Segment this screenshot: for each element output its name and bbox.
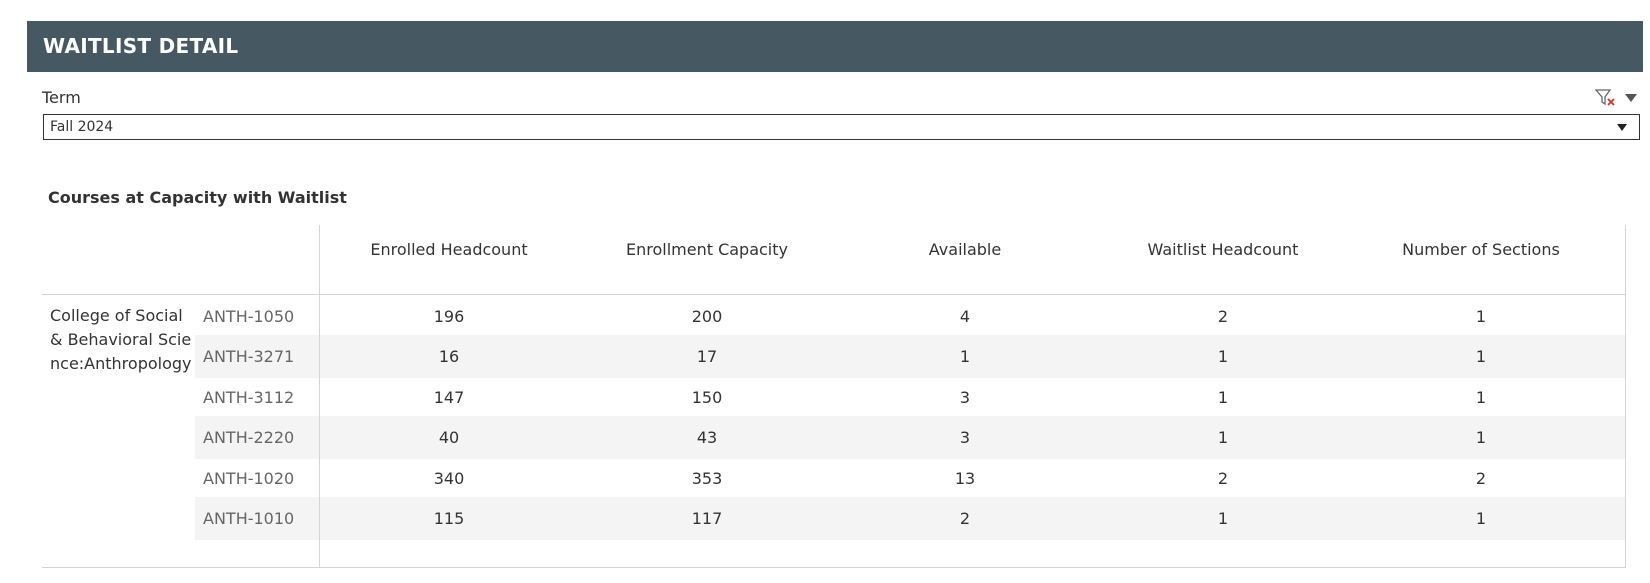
cell-capacity: 43 (696, 428, 718, 447)
term-selected-value: Fall 2024 (50, 119, 114, 135)
col-header-waitlist: Waitlist Headcount (1147, 240, 1299, 259)
cell-available: 1 (959, 347, 971, 366)
college-label: College of Social & Behavioral Science:A… (50, 306, 192, 373)
table-title: Courses at Capacity with Waitlist (48, 188, 347, 207)
filter-tools (1594, 88, 1643, 108)
term-filter-label: Term (42, 88, 81, 107)
row-stripe (195, 416, 1625, 459)
cell-waitlist: 1 (1217, 388, 1229, 407)
row-stripe (195, 335, 1625, 378)
cell-capacity: 117 (691, 509, 723, 528)
clear-filter-icon[interactable] (1594, 88, 1617, 108)
cell-sections: 1 (1475, 428, 1487, 447)
cell-capacity: 150 (691, 388, 723, 407)
divider (42, 294, 1626, 295)
cell-enrolled: 16 (438, 347, 460, 366)
cell-capacity: 200 (691, 307, 723, 326)
cell-enrolled: 340 (433, 469, 465, 488)
col-header-capacity: Enrollment Capacity (625, 240, 788, 259)
term-dropdown[interactable]: Fall 2024 (43, 114, 1640, 140)
dashboard-header: WAITLIST DETAIL (27, 21, 1643, 72)
cell-sections: 1 (1475, 347, 1487, 366)
cell-enrolled: 115 (433, 509, 465, 528)
cell-enrolled: 40 (438, 428, 460, 447)
chevron-down-icon (1617, 124, 1627, 131)
course-code: ANTH-2220 (203, 428, 295, 447)
col-header-sections: Number of Sections (1402, 240, 1560, 259)
cell-waitlist: 1 (1217, 347, 1229, 366)
filter-menu-caret-icon[interactable] (1625, 94, 1637, 102)
cell-available: 13 (954, 469, 976, 488)
waitlist-table: Enrolled Headcount Enrollment Capacity A… (42, 225, 1626, 568)
cell-waitlist: 2 (1217, 469, 1229, 488)
cell-available: 3 (959, 388, 971, 407)
cell-waitlist: 2 (1217, 307, 1229, 326)
course-code: ANTH-1020 (203, 469, 295, 488)
cell-enrolled: 147 (433, 388, 465, 407)
divider (1625, 225, 1626, 568)
cell-available: 4 (959, 307, 971, 326)
col-header-enrolled: Enrolled Headcount (370, 240, 528, 259)
cell-capacity: 353 (691, 469, 723, 488)
course-code: ANTH-1010 (203, 509, 295, 528)
cell-waitlist: 1 (1217, 509, 1229, 528)
page-title: WAITLIST DETAIL (43, 34, 239, 58)
col-header-available: Available (928, 240, 1002, 259)
cell-available: 3 (959, 428, 971, 447)
divider (319, 225, 320, 568)
divider (42, 567, 1626, 568)
cell-sections: 1 (1475, 307, 1487, 326)
cell-waitlist: 1 (1217, 428, 1229, 447)
cell-enrolled: 196 (433, 307, 465, 326)
course-code: ANTH-3271 (203, 347, 295, 366)
course-code: ANTH-3112 (203, 388, 295, 407)
cell-sections: 2 (1475, 469, 1487, 488)
course-code: ANTH-1050 (203, 307, 295, 326)
cell-sections: 1 (1475, 388, 1487, 407)
cell-sections: 1 (1475, 509, 1487, 528)
cell-capacity: 17 (696, 347, 718, 366)
cell-available: 2 (959, 509, 971, 528)
row-stripe (195, 497, 1625, 540)
